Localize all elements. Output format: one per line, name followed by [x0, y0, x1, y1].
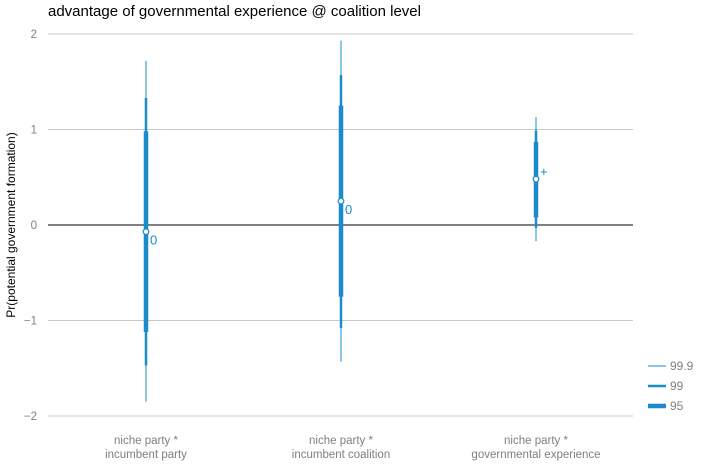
legend-label-2: 95: [670, 399, 684, 413]
point-estimate-2: [532, 175, 540, 183]
interval-marks: 0 0 +: [142, 40, 548, 402]
y-axis-label: Pr(potential government formation): [4, 132, 18, 317]
x-tick-label-2-line1: niche party *: [504, 435, 568, 447]
legend: 99.9 99 95: [648, 359, 694, 413]
y-tick-label-2: 0: [31, 220, 37, 232]
x-tick-label-2-line2: governmental experience: [471, 449, 600, 461]
y-tick-label-4: −2: [24, 411, 37, 423]
y-tick-label-0: 2: [31, 29, 37, 41]
legend-label-0: 99.9: [670, 359, 694, 373]
x-tick-label-0-line1: niche party *: [114, 435, 178, 447]
point-estimate-0: [142, 228, 150, 236]
x-tick-labels: niche party * incumbent party niche party …: [105, 435, 600, 461]
significance-label-1: 0: [345, 202, 352, 217]
significance-label-0: 0: [150, 233, 157, 248]
x-tick-label-0-line2: incumbent party: [105, 449, 187, 461]
x-tick-label-1-line2: incumbent coalition: [292, 449, 390, 461]
x-tick-label-1-line1: niche party *: [309, 435, 373, 447]
point-estimate-1: [337, 197, 345, 205]
y-tick-labels: 2 1 0 −1 −2: [24, 29, 37, 423]
chart-title: advantage of governmental experience @ c…: [48, 3, 421, 20]
legend-label-1: 99: [670, 379, 684, 393]
significance-label-2: +: [540, 164, 548, 179]
y-tick-label-3: −1: [24, 316, 37, 328]
y-tick-label-1: 1: [31, 125, 37, 137]
